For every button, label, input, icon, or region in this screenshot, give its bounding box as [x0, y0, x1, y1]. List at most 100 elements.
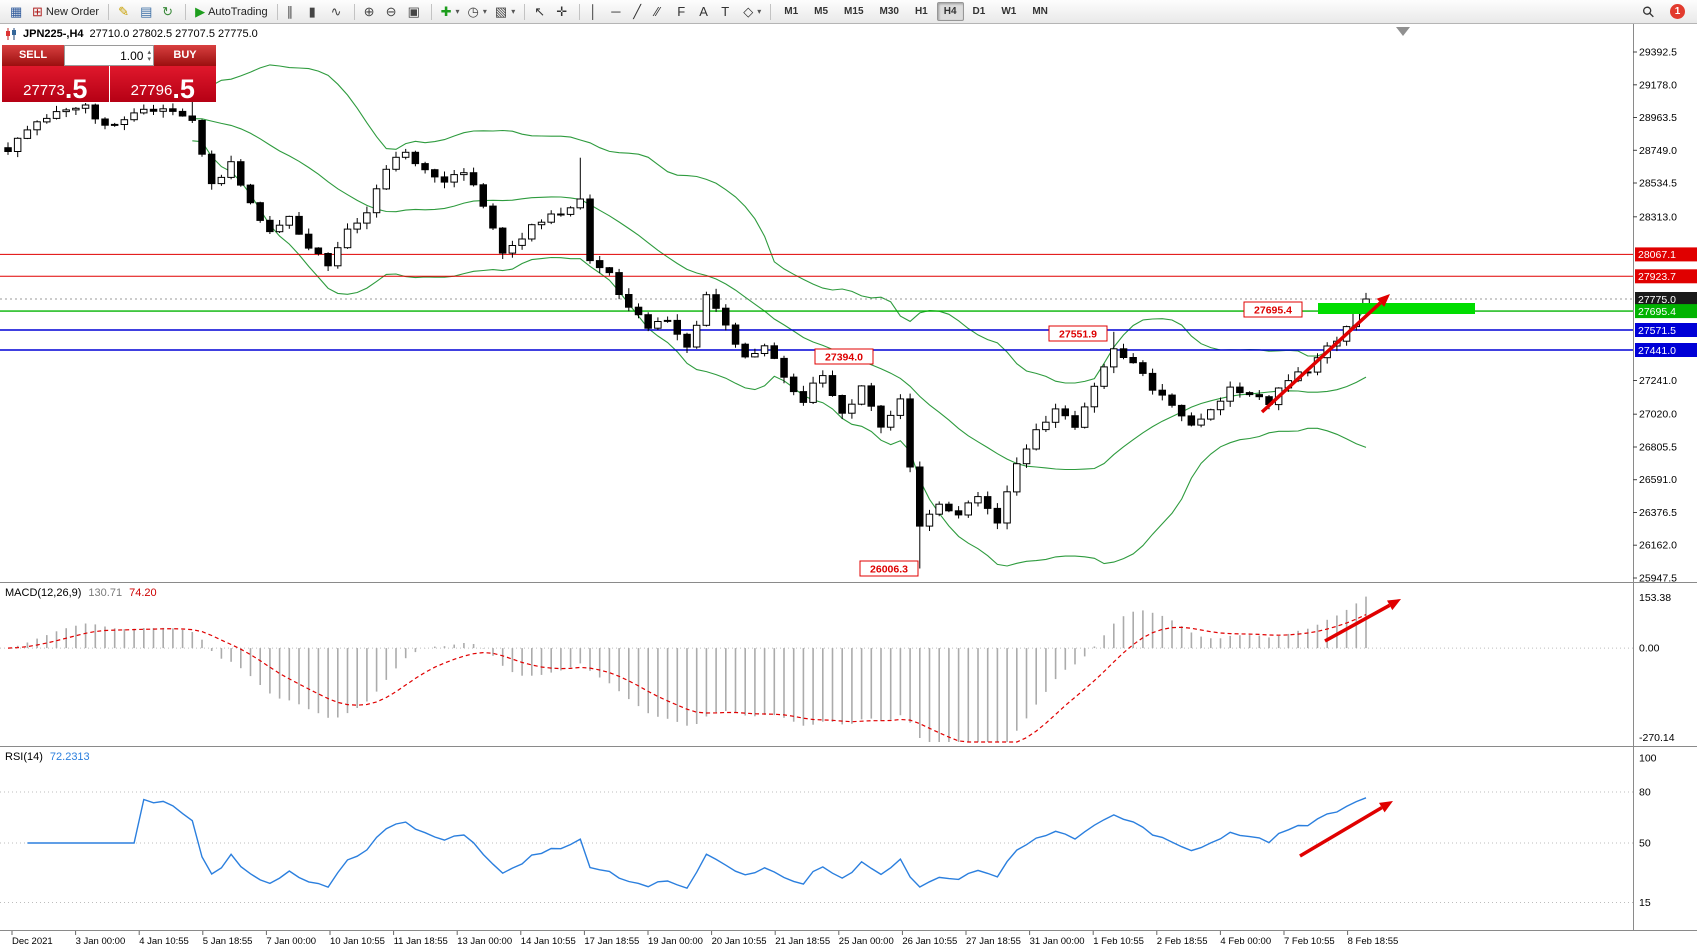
periods-icon[interactable]: ◷ ▾	[464, 2, 491, 22]
label-icon: T	[721, 4, 730, 19]
timeframe-m5[interactable]: M5	[807, 2, 835, 21]
svg-text:31 Jan 00:00: 31 Jan 00:00	[1030, 936, 1085, 947]
timeframe-w1[interactable]: W1	[994, 2, 1023, 21]
shapes-icon: ◇	[743, 4, 754, 19]
strategy-tester-icon[interactable]: ↻	[158, 2, 180, 22]
line-chart-icon[interactable]: ∿	[327, 2, 349, 22]
one-click-trading-panel[interactable]: SELL 1.00 ▴ ▾ BUY 27773 .5 27796 .5	[2, 45, 216, 105]
price-level-badge	[1635, 292, 1697, 306]
tile-windows-icon: ▣	[407, 4, 420, 19]
highlight-zone-rectangle	[1318, 303, 1475, 314]
svg-text:15: 15	[1639, 897, 1651, 909]
sell-button[interactable]: SELL	[2, 45, 64, 66]
channel-icon[interactable]: ∕∕	[651, 2, 673, 22]
svg-text:26 Jan 10:55: 26 Jan 10:55	[902, 936, 957, 947]
buy-price[interactable]: 27796 .5	[109, 66, 216, 103]
price-level-badge	[1635, 304, 1697, 319]
strategy-tester-icon: ↻	[162, 4, 173, 19]
lot-up-icon[interactable]: ▴	[147, 48, 151, 56]
new-order-button[interactable]: ⊞ New Order	[28, 2, 103, 22]
horizontal-line-icon[interactable]: ─	[607, 2, 629, 22]
svg-text:27441.0: 27441.0	[1638, 345, 1676, 357]
candlestick-chart-icon: ▮	[308, 4, 316, 19]
shapes-icon[interactable]: ◇ ▾	[739, 2, 765, 22]
autotrading-button[interactable]: ▶ AutoTrading	[191, 2, 272, 22]
price-level-badge	[1635, 247, 1697, 262]
horizontal-level-lines[interactable]	[0, 253, 1633, 351]
market-watch-icon[interactable]: ▤	[136, 2, 158, 22]
macd-indicator-header: MACD(12,26,9) 130.71 74.20	[5, 587, 157, 599]
rsi-value: 72.2313	[49, 751, 90, 763]
timeframe-mn[interactable]: MN	[1025, 2, 1055, 21]
sell-price-pips: .5	[64, 74, 88, 105]
new-order-icon: ⊞	[32, 4, 43, 19]
vertical-line-icon[interactable]: │	[585, 2, 607, 22]
macd-name: MACD(12,26,9)	[5, 587, 82, 599]
label-icon[interactable]: T	[717, 2, 739, 22]
chart-annotations[interactable]: 27695.4 27551.9 27394.0 26006.3	[814, 27, 1475, 858]
trend-arrow-head	[1379, 801, 1393, 813]
periods-icon: ◷	[467, 4, 479, 19]
price-axis[interactable]: 29392.5 29178.0 28963.5 28749.0 28534.5 28313…	[1633, 47, 1697, 585]
trend-arrow-head	[1376, 294, 1390, 307]
svg-text:28313.0: 28313.0	[1639, 211, 1677, 223]
svg-text:13 Jan 00:00: 13 Jan 00:00	[457, 936, 512, 947]
crosshair-icon[interactable]: ✛	[552, 2, 574, 22]
notification-badge[interactable]: 1	[1670, 4, 1685, 19]
fibonacci-icon[interactable]: F	[673, 2, 695, 22]
zoom-in-icon[interactable]: ⊕	[360, 2, 382, 22]
dropdown-caret-icon: ▾	[455, 7, 460, 16]
search-button[interactable]: ⚲	[1639, 2, 1661, 22]
tile-windows-icon[interactable]: ▣	[404, 2, 426, 22]
toolbar-separator	[353, 3, 355, 20]
text-icon[interactable]: A	[695, 2, 717, 22]
indicators-icon[interactable]: ✚ ▾	[437, 2, 464, 22]
svg-text:29178.0: 29178.0	[1639, 79, 1677, 91]
cursor-icon: ↖	[534, 4, 546, 19]
svg-text:14 Jan 10:55: 14 Jan 10:55	[521, 936, 576, 947]
buy-button[interactable]: BUY	[154, 45, 216, 66]
timeframe-h1[interactable]: H1	[908, 2, 935, 21]
lot-size-field[interactable]: 1.00 ▴ ▾	[64, 45, 154, 66]
search-icon: ⚲	[1638, 1, 1659, 22]
svg-text:19 Jan 00:00: 19 Jan 00:00	[648, 936, 703, 947]
rsi-indicator-header: RSI(14) 72.2313	[5, 751, 90, 763]
templates-icon[interactable]: ▧ ▾	[491, 2, 519, 22]
dropdown-caret-icon: ▾	[511, 7, 516, 16]
app-chart-icon: ▦	[10, 4, 23, 19]
svg-text:26805.5: 26805.5	[1639, 441, 1677, 453]
svg-text:50: 50	[1639, 838, 1651, 850]
bar-chart-icon[interactable]: ∥	[283, 2, 305, 22]
text-icon: A	[699, 4, 708, 19]
market-watch-icon: ▤	[140, 4, 153, 19]
cursor-icon[interactable]: ↖	[530, 2, 552, 22]
lot-down-icon[interactable]: ▾	[147, 55, 151, 63]
timeframe-h4[interactable]: H4	[936, 2, 964, 21]
svg-text:27695.4: 27695.4	[1254, 305, 1292, 317]
candlestick-chart-icon[interactable]: ▮	[305, 2, 327, 22]
time-axis[interactable]: Dec 2021 3 Jan 00:00 4 Jan 10:55 5 Jan 18:5…	[11, 931, 1398, 947]
ohlc-values: 27710.0 27802.5 27707.5 27775.0	[89, 28, 258, 40]
timeframe-m15[interactable]: M15	[837, 2, 870, 21]
app-chart-icon[interactable]: ▦	[6, 2, 28, 22]
macd-signal-value: 74.20	[129, 587, 157, 599]
timeframe-m1[interactable]: M1	[777, 2, 805, 21]
sell-price[interactable]: 27773 .5	[2, 66, 109, 105]
metaeditor-icon[interactable]: ✎	[114, 2, 136, 22]
svg-text:5 Jan 18:55: 5 Jan 18:55	[203, 936, 253, 947]
svg-text:153.38: 153.38	[1639, 592, 1671, 604]
svg-text:20 Jan 10:55: 20 Jan 10:55	[712, 936, 767, 947]
trendline-icon[interactable]: ╱	[629, 2, 651, 22]
vertical-line-icon: │	[589, 4, 598, 19]
price-level-badge	[1635, 269, 1697, 284]
fibonacci-icon: F	[677, 4, 686, 19]
svg-text:7 Jan 00:00: 7 Jan 00:00	[266, 936, 316, 947]
price-level-badge	[1635, 323, 1697, 337]
timeframe-m30[interactable]: M30	[873, 2, 906, 21]
timeframe-d1[interactable]: D1	[966, 2, 993, 21]
toolbar-separator	[185, 3, 187, 20]
zoom-out-icon[interactable]: ⊖	[382, 2, 404, 22]
svg-text:29392.5: 29392.5	[1639, 47, 1677, 59]
svg-text:27571.5: 27571.5	[1638, 325, 1676, 337]
